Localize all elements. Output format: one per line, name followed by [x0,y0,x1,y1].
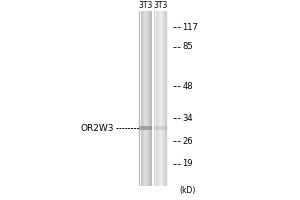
Bar [142,11,143,186]
Text: 26: 26 [182,137,193,146]
Bar [145,11,146,186]
Text: 3T3: 3T3 [153,1,168,10]
Bar [154,11,155,186]
Bar [157,11,158,186]
Bar [163,11,164,186]
Bar [156,11,157,186]
Bar [146,11,147,186]
Bar [150,11,151,186]
Text: OR2W3: OR2W3 [80,124,114,133]
Bar [139,126,152,130]
Bar [158,11,159,186]
Bar [140,11,141,186]
Text: 34: 34 [182,114,193,123]
Text: 48: 48 [182,82,193,91]
Bar [161,11,162,186]
Text: 3T3: 3T3 [138,1,153,10]
Text: 85: 85 [182,42,193,51]
Bar [155,11,156,186]
Bar [159,11,160,186]
Bar [154,11,155,186]
Text: (kD): (kD) [179,186,196,195]
Bar [144,11,145,186]
Bar [143,11,144,186]
Bar [164,11,165,186]
Bar [139,11,140,186]
Bar [141,11,142,186]
Text: 117: 117 [182,23,198,32]
Bar [160,11,161,186]
Bar [148,11,149,186]
Bar [149,11,150,186]
Bar [152,11,154,186]
Bar [154,126,167,130]
Text: 19: 19 [182,159,193,168]
Bar [138,11,168,186]
Bar [151,11,152,186]
Bar [165,11,166,186]
